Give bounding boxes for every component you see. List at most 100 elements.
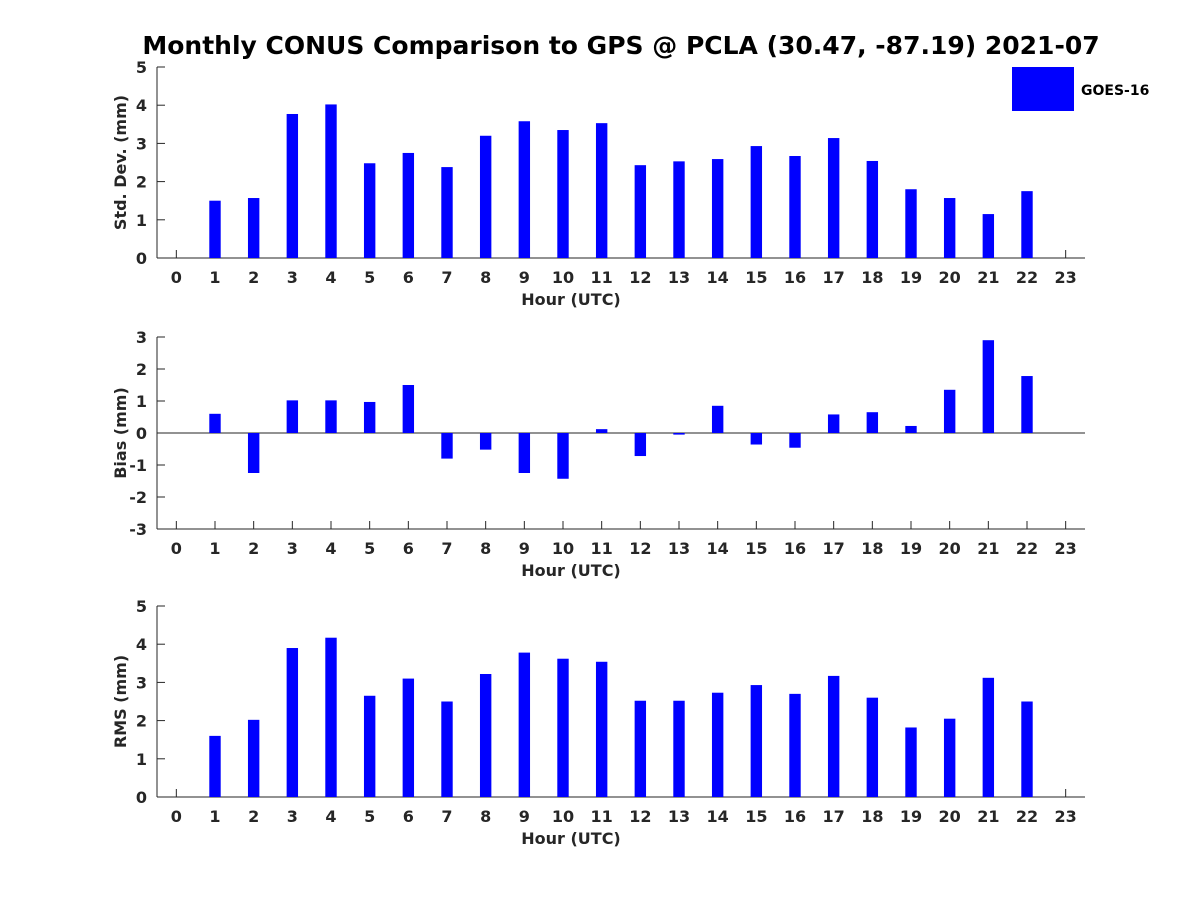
x-tick-label: 13 — [668, 268, 690, 287]
x-tick-label: 18 — [861, 807, 883, 826]
bar-hour-22 — [1021, 376, 1033, 433]
x-tick-label: 1 — [209, 807, 220, 826]
y-tick-label: 2 — [136, 712, 147, 731]
x-tick-label: 8 — [480, 807, 491, 826]
y-axis-label: RMS (mm) — [111, 655, 130, 748]
x-tick-label: 1 — [209, 539, 220, 558]
bar-hour-17 — [827, 675, 840, 797]
x-tick-label: 20 — [939, 268, 961, 287]
x-tick-label: 16 — [784, 539, 806, 558]
x-tick-label: 8 — [480, 268, 491, 287]
bar-hour-18 — [866, 160, 879, 258]
x-tick-label: 20 — [939, 807, 961, 826]
y-tick-label: 2 — [136, 173, 147, 192]
x-tick-label: 12 — [629, 268, 651, 287]
y-tick-label: -1 — [129, 456, 147, 475]
x-tick-label: 9 — [519, 268, 530, 287]
x-tick-label: 14 — [707, 807, 729, 826]
bar-hour-14 — [711, 159, 724, 258]
chart-title: Monthly CONUS Comparison to GPS @ PCLA (… — [142, 31, 1099, 60]
x-tick-label: 11 — [591, 268, 613, 287]
y-tick-label: 3 — [136, 673, 147, 692]
y-axis-label: Bias (mm) — [111, 387, 130, 479]
y-tick-label: 0 — [136, 249, 147, 268]
bar-hour-4 — [325, 637, 337, 797]
x-tick-label: 19 — [900, 807, 922, 826]
x-tick-label: 9 — [519, 807, 530, 826]
x-tick-label: 22 — [1016, 807, 1038, 826]
x-tick-label: 16 — [784, 268, 806, 287]
y-tick-label: 1 — [136, 750, 147, 769]
y-tick-label: 1 — [136, 211, 147, 230]
x-tick-label: 5 — [364, 807, 375, 826]
legend-swatch-goes-16 — [1012, 67, 1074, 111]
y-tick-label: 5 — [136, 597, 147, 616]
x-tick-label: 13 — [668, 807, 690, 826]
bar-hour-10 — [557, 658, 569, 797]
y-tick-label: 3 — [136, 134, 147, 153]
bar-hour-9 — [518, 433, 531, 473]
x-tick-label: 17 — [823, 268, 845, 287]
bar-hour-22 — [1021, 191, 1033, 258]
x-tick-label: 3 — [287, 539, 298, 558]
y-tick-label: 2 — [136, 360, 147, 379]
bar-hour-1 — [209, 200, 221, 258]
x-tick-label: 18 — [861, 539, 883, 558]
x-tick-label: 11 — [591, 539, 613, 558]
bar-hour-5 — [363, 401, 376, 433]
bar-hour-11 — [595, 661, 608, 797]
bar-hour-13 — [673, 161, 685, 258]
x-tick-label: 10 — [552, 268, 574, 287]
bar-hour-19 — [905, 425, 917, 433]
bar-hour-16 — [789, 433, 801, 448]
x-tick-label: 6 — [403, 268, 414, 287]
bar-hour-19 — [905, 189, 917, 258]
bar-hour-12 — [634, 433, 647, 457]
x-tick-label: 23 — [1055, 807, 1077, 826]
bar-hour-10 — [557, 433, 569, 479]
bar-hour-1 — [209, 735, 221, 797]
x-tick-label: 21 — [977, 268, 999, 287]
bar-hour-9 — [518, 121, 531, 258]
bar-hour-7 — [441, 433, 453, 459]
x-tick-label: 2 — [248, 539, 259, 558]
bar-hour-8 — [479, 135, 492, 258]
x-tick-label: 4 — [325, 807, 336, 826]
x-tick-label: 12 — [629, 539, 651, 558]
x-tick-label: 11 — [591, 807, 613, 826]
bar-hour-13 — [673, 700, 685, 797]
bar-hour-5 — [363, 163, 376, 258]
y-tick-label: 5 — [136, 58, 147, 77]
x-tick-label: 18 — [861, 268, 883, 287]
x-tick-label: 8 — [480, 539, 491, 558]
bar-hour-10 — [557, 130, 569, 258]
bar-hour-6 — [402, 678, 415, 797]
x-tick-label: 20 — [939, 539, 961, 558]
bar-hour-13 — [673, 433, 685, 435]
x-tick-label: 7 — [441, 807, 452, 826]
bar-hour-20 — [943, 389, 956, 433]
bar-hour-22 — [1021, 701, 1033, 797]
bar-hour-14 — [711, 692, 724, 797]
x-tick-label: 7 — [441, 539, 452, 558]
bar-hour-15 — [750, 146, 763, 258]
x-tick-label: 1 — [209, 268, 220, 287]
x-tick-label: 5 — [364, 268, 375, 287]
y-tick-label: -3 — [129, 520, 147, 539]
x-tick-label: 14 — [707, 539, 729, 558]
bar-hour-12 — [634, 700, 647, 797]
bar-hour-2 — [247, 433, 260, 473]
x-tick-label: 3 — [287, 268, 298, 287]
x-tick-label: 2 — [248, 807, 259, 826]
bar-hour-4 — [325, 104, 337, 258]
x-tick-label: 0 — [171, 539, 182, 558]
y-tick-label: 0 — [136, 788, 147, 807]
bar-hour-18 — [866, 412, 879, 433]
x-tick-label: 15 — [745, 807, 767, 826]
x-tick-label: 19 — [900, 268, 922, 287]
x-tick-label: 22 — [1016, 539, 1038, 558]
bar-hour-8 — [479, 433, 492, 450]
x-tick-label: 5 — [364, 539, 375, 558]
